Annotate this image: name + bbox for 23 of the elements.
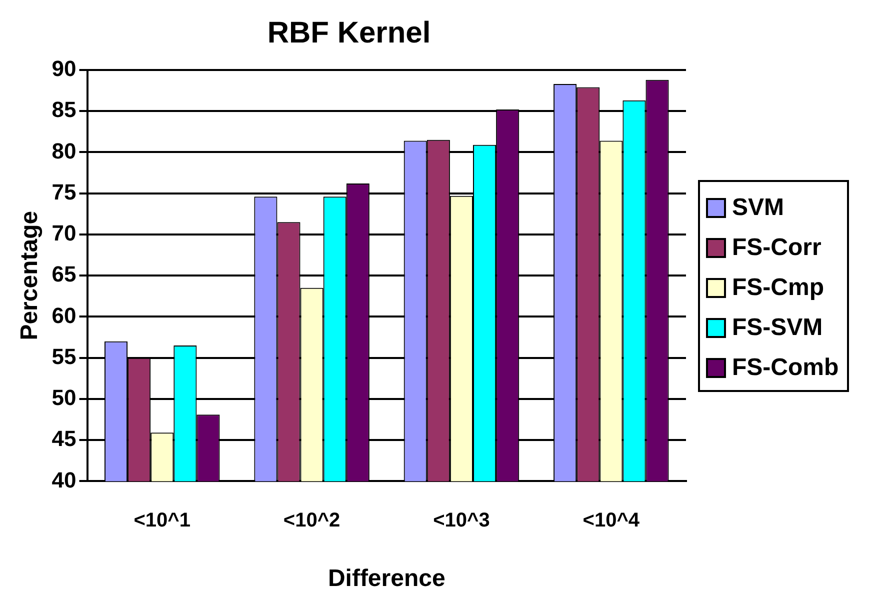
chart-title: RBF Kernel [267, 16, 431, 50]
y-axis-title: Percentage [16, 210, 44, 340]
y-tick-label: 55 [52, 344, 76, 369]
y-tick-label: 45 [52, 426, 76, 452]
x-tick-label: <10^4 [582, 510, 640, 532]
legend-label: FS-Cmp [732, 274, 824, 302]
legend-label: FS-SVM [732, 314, 823, 342]
y-tick-label: 65 [52, 262, 76, 287]
legend-label: FS-Comb [732, 354, 839, 382]
y-tick-label: 85 [52, 97, 76, 122]
y-tick-label: 40 [52, 467, 76, 492]
y-tick-label: 60 [52, 302, 76, 328]
x-tick-label: <10^3 [433, 510, 490, 532]
y-tick-label: 50 [52, 385, 76, 410]
y-tick-label: 70 [52, 220, 76, 246]
x-tick-label: <10^2 [283, 510, 340, 532]
x-axis-title: Difference [328, 565, 446, 592]
y-tick-label: 75 [52, 179, 76, 204]
y-tick-label: 90 [52, 56, 76, 82]
legend-label: SVM [732, 194, 784, 222]
y-tick-label: 80 [52, 138, 76, 164]
x-tick-label: <10^1 [134, 510, 190, 532]
legend-label: FS-Corr [732, 234, 822, 262]
